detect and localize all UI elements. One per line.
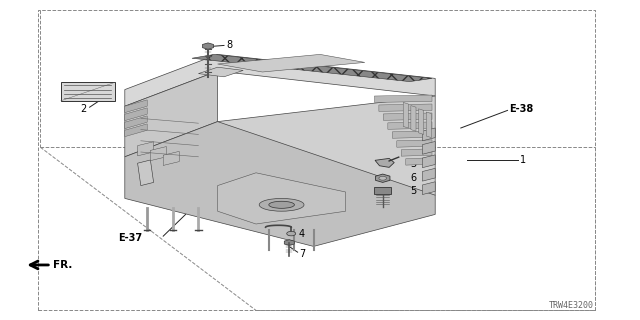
Text: FR.: FR.: [53, 260, 72, 270]
Text: 1: 1: [520, 155, 527, 165]
Polygon shape: [379, 104, 432, 111]
Polygon shape: [422, 141, 435, 154]
Polygon shape: [138, 142, 154, 156]
Polygon shape: [150, 147, 166, 161]
Polygon shape: [125, 108, 147, 121]
Text: 5: 5: [410, 186, 417, 196]
Polygon shape: [422, 128, 435, 141]
Polygon shape: [125, 54, 435, 106]
Polygon shape: [422, 155, 435, 168]
Polygon shape: [218, 54, 365, 72]
Ellipse shape: [269, 201, 294, 208]
Bar: [374, 187, 391, 194]
Polygon shape: [375, 158, 394, 167]
Polygon shape: [125, 122, 435, 246]
Text: 2: 2: [80, 104, 86, 114]
Circle shape: [379, 176, 387, 180]
Ellipse shape: [259, 198, 304, 211]
Polygon shape: [403, 102, 408, 128]
Polygon shape: [401, 149, 432, 156]
Text: TRW4E3200: TRW4E3200: [549, 301, 594, 310]
Polygon shape: [192, 54, 432, 82]
Text: 4: 4: [299, 229, 305, 239]
FancyBboxPatch shape: [61, 82, 115, 101]
Polygon shape: [422, 182, 435, 195]
Polygon shape: [411, 106, 416, 131]
Polygon shape: [397, 140, 432, 147]
Polygon shape: [198, 67, 243, 77]
Text: 6: 6: [410, 173, 417, 183]
Circle shape: [287, 231, 296, 236]
Polygon shape: [406, 158, 432, 165]
Text: 7: 7: [299, 249, 305, 259]
Text: 3: 3: [410, 159, 417, 169]
Polygon shape: [125, 116, 147, 129]
Polygon shape: [218, 96, 435, 221]
Text: E-38: E-38: [509, 104, 534, 115]
Polygon shape: [138, 160, 154, 186]
Polygon shape: [163, 151, 179, 165]
Polygon shape: [426, 112, 431, 138]
Polygon shape: [125, 124, 147, 137]
Polygon shape: [422, 168, 435, 181]
Polygon shape: [218, 173, 346, 224]
Polygon shape: [374, 95, 432, 102]
Text: E-37: E-37: [118, 233, 143, 244]
Polygon shape: [419, 109, 424, 134]
Polygon shape: [125, 100, 147, 113]
Polygon shape: [383, 113, 432, 120]
Polygon shape: [388, 122, 432, 129]
Polygon shape: [392, 131, 432, 138]
Polygon shape: [125, 71, 218, 157]
Text: 8: 8: [226, 40, 232, 51]
